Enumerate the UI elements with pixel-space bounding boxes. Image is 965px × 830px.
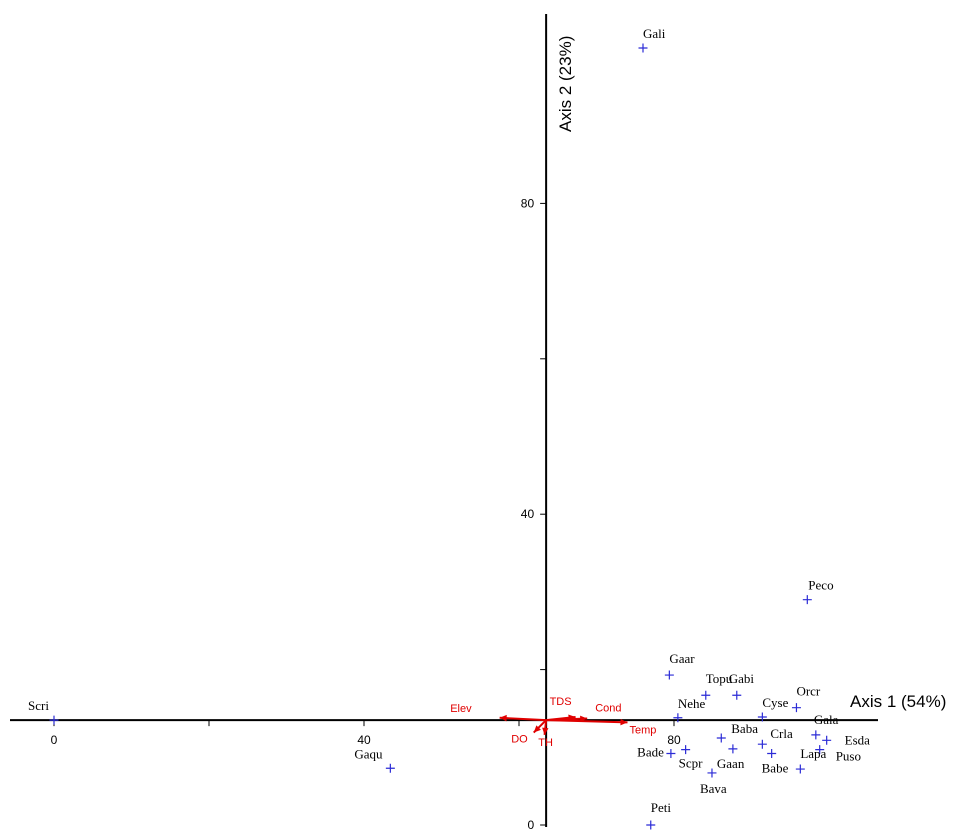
point-nehe — [673, 713, 683, 723]
point-label: Cyse — [762, 695, 788, 710]
point-label: Gaan — [717, 756, 745, 771]
y-tick-label: 0 — [527, 818, 534, 830]
point-gali — [638, 43, 648, 53]
point-scri — [49, 715, 59, 725]
point-babe — [767, 749, 777, 759]
point-label: Gaqu — [354, 746, 383, 761]
vector-arrowhead — [533, 725, 541, 733]
vector-label: Temp — [630, 724, 657, 736]
point-topu — [701, 690, 711, 700]
vector-label: TDS — [550, 696, 572, 708]
point-peco — [802, 595, 812, 605]
point-label: Orcr — [796, 684, 820, 699]
vector-arrowhead — [620, 719, 628, 726]
species-points — [49, 43, 832, 830]
point-bade — [666, 749, 676, 759]
point-gabi — [732, 690, 742, 700]
vector-label: Elev — [450, 703, 472, 715]
point-gaqu — [385, 763, 395, 773]
point-label: Puso — [836, 749, 861, 764]
point-label: Bade — [637, 745, 664, 760]
y-tick-label: 80 — [521, 196, 535, 210]
x-tick-label: 80 — [667, 733, 681, 747]
point-lapa — [795, 764, 805, 774]
x-axis-title: Axis 1 (54%) — [850, 692, 946, 711]
vector-arrowhead — [499, 714, 507, 722]
point-esda — [822, 735, 832, 745]
x-tick-label: 0 — [51, 733, 58, 747]
point-label: Lapa — [800, 746, 826, 761]
point-label: Baba — [731, 721, 758, 736]
point-label: Scri — [28, 698, 49, 713]
point-gaan — [728, 744, 738, 754]
x-tick-label: 40 — [357, 733, 371, 747]
environmental-vectors: Elev TDS Cond Temp DO TH — [450, 696, 656, 749]
point-peti — [646, 820, 656, 830]
point-cyse — [757, 712, 767, 722]
point-label: Nehe — [678, 696, 706, 711]
point-label: Peti — [651, 800, 672, 815]
y-tick-label: 40 — [521, 507, 535, 521]
point-label: Esda — [845, 732, 871, 747]
point-label: Gaar — [669, 651, 695, 666]
vector-temp — [546, 719, 628, 724]
point-orcr — [791, 703, 801, 713]
point-label: Scpr — [679, 756, 704, 771]
point-label: Crla — [770, 726, 793, 741]
point-label: Gali — [643, 26, 666, 41]
point-baba — [716, 733, 726, 743]
point-gala — [811, 730, 821, 740]
vector-label: DO — [511, 734, 528, 746]
vector-label: TH — [538, 737, 553, 749]
point-label: Topu — [706, 671, 733, 686]
y-axis-title: Axis 2 (23%) — [556, 36, 575, 132]
vector-arrowhead — [542, 727, 549, 735]
point-label: Gala — [814, 712, 839, 727]
vector-label: Cond — [595, 703, 621, 715]
point-crla — [757, 739, 767, 749]
point-label: Babe — [762, 761, 789, 776]
point-puso — [815, 745, 825, 755]
point-label: Peco — [808, 578, 833, 593]
point-scpr — [681, 745, 691, 755]
axes: 0 40 80 0 40 80 — [10, 14, 878, 830]
vector-elev — [499, 716, 547, 722]
point-label: Bava — [700, 781, 727, 796]
point-gaar — [664, 670, 674, 680]
point-bava — [707, 768, 717, 778]
point-label: Gabi — [729, 671, 755, 686]
